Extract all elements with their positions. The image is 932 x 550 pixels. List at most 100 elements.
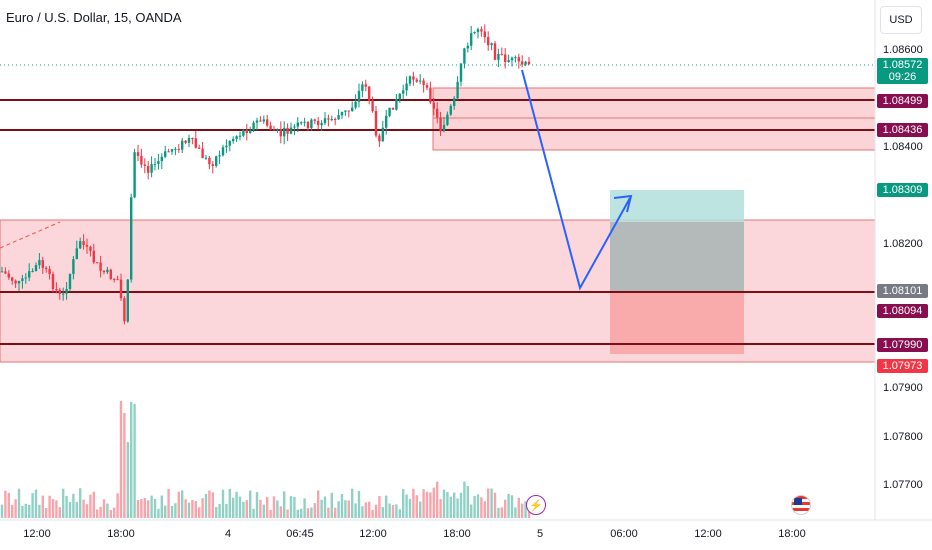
- volume-bar: [150, 495, 153, 518]
- volume-bar: [211, 492, 214, 518]
- candle-body: [45, 267, 48, 270]
- candle-body: [109, 269, 112, 279]
- candle-body: [228, 141, 231, 146]
- candle-body: [136, 152, 140, 156]
- candle-body: [232, 138, 235, 142]
- candle-body: [276, 129, 279, 131]
- volume-bar: [4, 490, 7, 518]
- projection-path[interactable]: [521, 69, 631, 291]
- candle-body: [306, 121, 310, 129]
- candle-body: [313, 119, 316, 121]
- candle-body: [116, 279, 119, 281]
- volume-bar: [415, 495, 418, 518]
- volume-bar: [153, 498, 157, 518]
- volume-bar: [140, 499, 143, 518]
- volume-bar: [262, 504, 265, 518]
- volume-bar: [442, 489, 446, 518]
- volume-bar: [374, 504, 378, 518]
- volume-bar: [436, 481, 439, 518]
- volume-bar: [174, 503, 177, 518]
- candle-body: [405, 83, 408, 91]
- candle-body: [487, 37, 490, 46]
- price-tick: 1.08600: [883, 44, 923, 56]
- volume-bar: [340, 494, 344, 518]
- volume-bar: [157, 508, 160, 518]
- volume-bar: [48, 495, 51, 518]
- candle-body: [208, 157, 211, 165]
- volume-bar: [228, 488, 231, 518]
- current-price: 1.08572: [882, 59, 923, 71]
- volume-bar: [38, 504, 41, 518]
- volume-bar: [493, 492, 497, 518]
- trend-line[interactable]: [0, 221, 61, 249]
- candle-body: [459, 63, 463, 82]
- volume-bar: [483, 501, 486, 518]
- volume-bar: [490, 488, 493, 518]
- candle-body: [483, 31, 486, 38]
- time-tick: 06:45: [286, 528, 314, 540]
- volume-bar: [517, 497, 520, 518]
- volume-bar: [259, 499, 262, 518]
- volume-bar: [521, 503, 524, 518]
- candle-body: [381, 127, 384, 142]
- volume-bar: [432, 487, 435, 518]
- volume-bar: [504, 499, 507, 518]
- candle-body: [72, 259, 75, 274]
- flash-icon[interactable]: ⚡: [526, 495, 546, 515]
- candle-body: [11, 277, 14, 281]
- candle-body: [153, 163, 157, 165]
- candle-body: [164, 151, 167, 157]
- volume-bar: [225, 503, 228, 518]
- volume-bar: [269, 509, 272, 518]
- candle-body: [378, 135, 381, 142]
- candle-body: [58, 289, 61, 294]
- volume-bar: [215, 507, 218, 518]
- candle-body: [286, 127, 289, 134]
- candle-body: [130, 197, 133, 280]
- candle-body: [191, 138, 194, 140]
- time-axis[interactable]: 12:00 18:00 4 06:45 12:00 18:00 5 06:00 …: [0, 522, 875, 550]
- volume-bar: [164, 505, 167, 518]
- candle-body: [184, 140, 187, 143]
- us-flag-icon[interactable]: [791, 495, 811, 515]
- candle-body: [126, 279, 129, 322]
- target-price-label: 1.08309: [877, 183, 928, 197]
- candle-body: [415, 79, 418, 82]
- volume-bar: [232, 497, 235, 518]
- candle-body: [456, 81, 459, 99]
- volume-bar: [181, 490, 184, 518]
- candle-body: [419, 80, 422, 82]
- candle-body: [75, 248, 78, 260]
- candle-body: [177, 148, 180, 150]
- currency-button[interactable]: USD: [880, 6, 922, 34]
- candle-body: [272, 129, 276, 131]
- volume-bar: [7, 492, 10, 518]
- volume-series: [0, 400, 531, 518]
- candle-body: [123, 298, 126, 322]
- volume-bar: [92, 491, 95, 518]
- volume-bar: [208, 490, 211, 518]
- candle-body: [385, 115, 388, 128]
- candle-body: [289, 127, 293, 134]
- projection-arrowhead: [613, 194, 633, 213]
- candle-body: [147, 165, 150, 173]
- volume-bar: [109, 509, 112, 518]
- symbol-title[interactable]: Euro / U.S. Dollar, 15, OANDA: [6, 10, 182, 25]
- candle-body: [408, 76, 412, 84]
- time-tick: 4: [224, 528, 232, 540]
- candle-body: [439, 117, 442, 132]
- volume-bar: [453, 492, 456, 518]
- candle-body: [143, 164, 146, 166]
- candle-body: [102, 270, 106, 273]
- volume-bar: [466, 486, 469, 518]
- candle-body: [48, 269, 51, 275]
- time-tick: 18:00: [443, 528, 471, 540]
- candle-body: [34, 265, 38, 271]
- candle-body: [262, 119, 265, 122]
- candle-body: [235, 136, 238, 139]
- price-axis[interactable]: 1.08600 1.08400 1.08200 1.07900 1.07800 …: [875, 0, 932, 520]
- volume-bar: [330, 492, 333, 518]
- volume-bar: [62, 488, 65, 518]
- candle-body: [269, 125, 272, 130]
